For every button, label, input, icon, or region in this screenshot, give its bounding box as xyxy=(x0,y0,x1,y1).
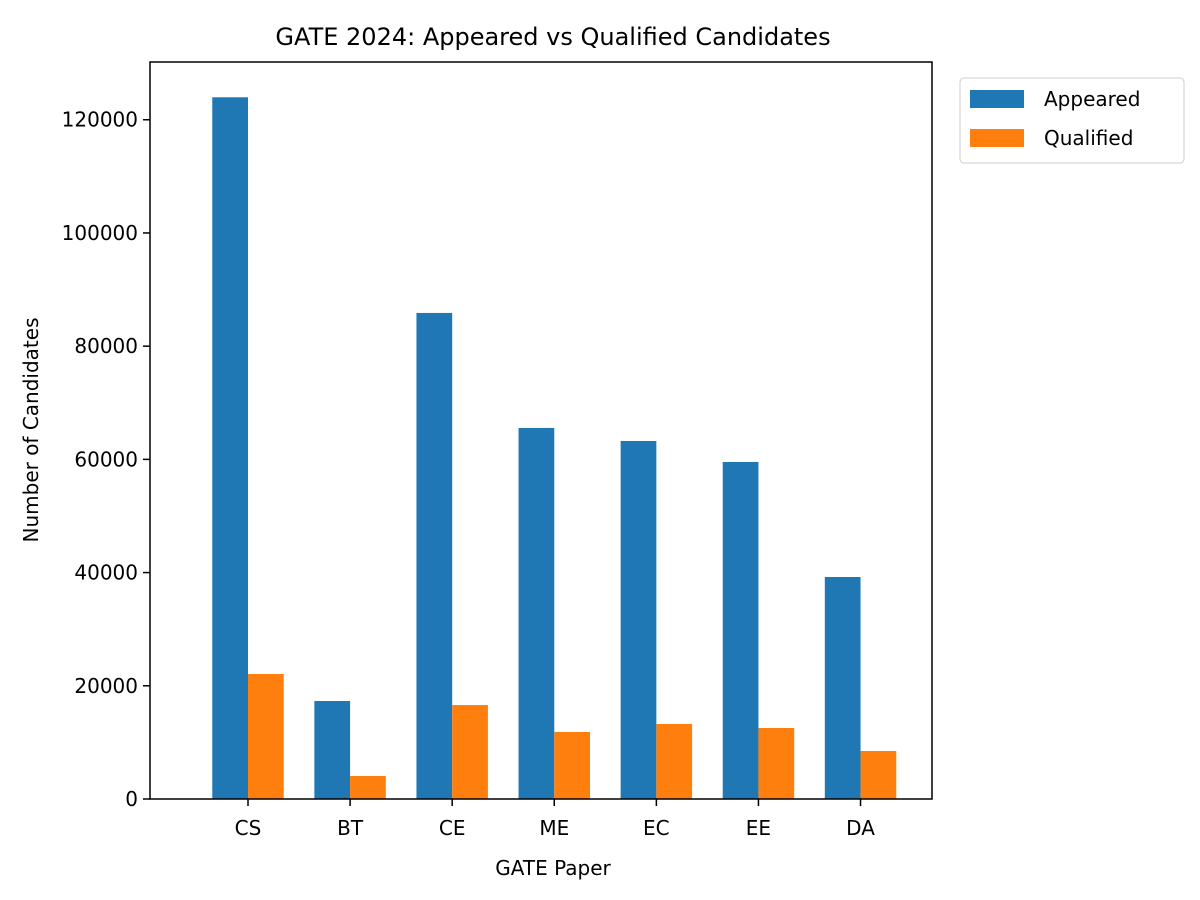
x-tick-label-da: DA xyxy=(846,816,875,840)
bar-qualified-ee xyxy=(758,728,795,799)
bar-qualified-me xyxy=(554,731,591,799)
bar-qualified-bt xyxy=(350,776,386,799)
legend-swatch-qualified xyxy=(970,129,1024,147)
y-tick-label: 120000 xyxy=(62,108,138,132)
y-tick-label: 80000 xyxy=(74,334,138,358)
bar-appeared-da xyxy=(824,576,861,799)
legend: Appeared Qualified xyxy=(959,77,1185,164)
y-tick-label: 40000 xyxy=(74,561,138,585)
y-axis-label: Number of Candidates xyxy=(19,318,43,543)
bar-appeared-ce xyxy=(416,312,453,799)
chart-title: GATE 2024: Appeared vs Qualified Candida… xyxy=(275,23,830,51)
x-tick-label-cs: CS xyxy=(235,816,262,840)
y-tick-label: 0 xyxy=(125,787,138,811)
x-tick-label-ee: EE xyxy=(746,816,771,840)
legend-label-appeared: Appeared xyxy=(1044,87,1140,111)
y-tick-label: 100000 xyxy=(62,221,138,245)
bar-appeared-bt xyxy=(314,700,351,799)
bar-appeared-ec xyxy=(620,440,657,799)
bar-qualified-da xyxy=(860,750,897,799)
x-tick-label-me: ME xyxy=(539,816,569,840)
plot-frame xyxy=(149,61,933,800)
bar-qualified-ce xyxy=(452,705,488,799)
legend-label-qualified: Qualified xyxy=(1044,126,1133,150)
bar-appeared-me xyxy=(518,427,555,799)
y-tick-label: 60000 xyxy=(74,447,138,471)
x-axis-label: GATE Paper xyxy=(495,856,611,880)
legend-swatch-appeared xyxy=(970,90,1024,108)
bar-appeared-cs xyxy=(212,97,249,799)
bar-qualified-cs xyxy=(248,673,284,799)
x-tick-label-bt: BT xyxy=(337,816,364,840)
bar-appeared-ee xyxy=(722,461,759,799)
x-tick-label-ce: CE xyxy=(439,816,466,840)
x-tick-label-ec: EC xyxy=(643,816,670,840)
y-tick-label: 20000 xyxy=(74,674,138,698)
bar-qualified-ec xyxy=(656,723,693,799)
